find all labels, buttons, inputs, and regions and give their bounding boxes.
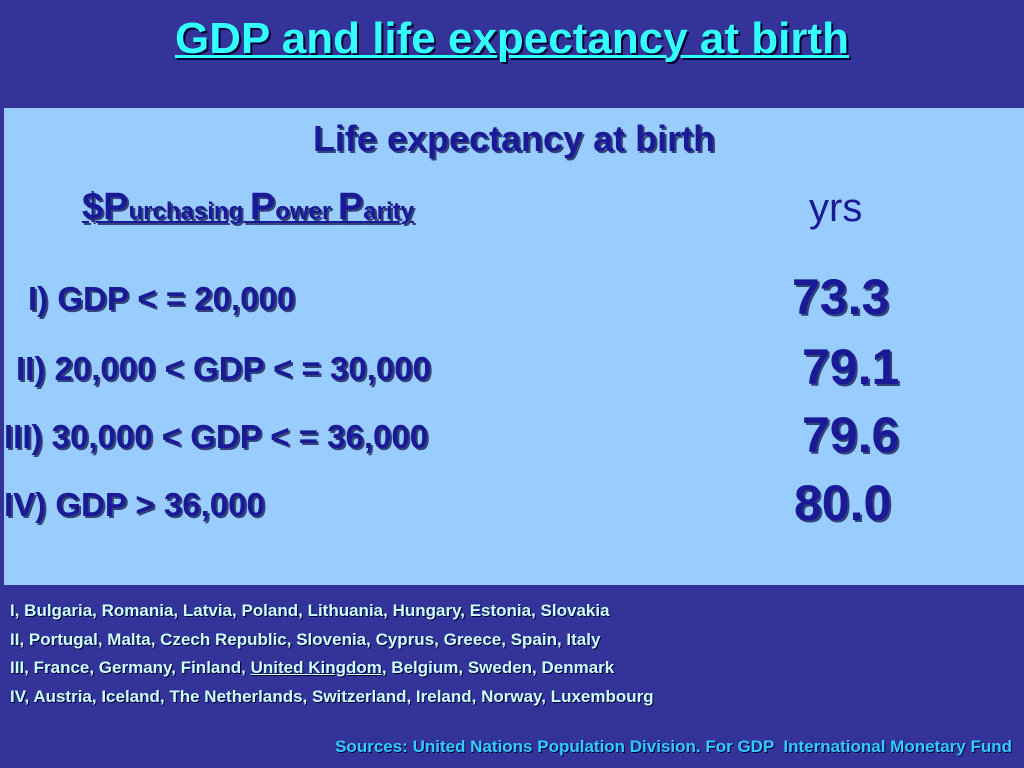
- note-text: I, Bulgaria, Romania, Latvia, Poland, Li…: [10, 601, 610, 620]
- label-part: arity: [363, 198, 414, 225]
- note-line: IV, Austria, Iceland, The Netherlands, S…: [10, 687, 654, 707]
- label-part: ower: [275, 198, 338, 225]
- unit-label: yrs: [809, 186, 863, 230]
- note-text: IV, Austria, Iceland, The Netherlands, S…: [10, 686, 654, 706]
- label-part: P: [337, 186, 364, 228]
- row-label: I) GDP < = 20,000: [28, 280, 296, 317]
- column-label: $Purchasing Power Parity: [82, 186, 414, 229]
- source-note: Sources: United Nations Population Divis…: [335, 737, 1012, 756]
- label-part: P: [249, 186, 276, 228]
- label-part: urchasing: [128, 198, 250, 225]
- row-label: III) 30,000 < GDP < = 36,000: [4, 418, 429, 455]
- label-part: $P: [82, 186, 129, 228]
- row-value: 80.0: [794, 475, 892, 531]
- panel: Life expectancy at birth $Purchasing Pow…: [4, 108, 1024, 585]
- note-text: , Belgium, Sweden, Denmark: [381, 658, 615, 677]
- note-line: II, Portugal, Malta, Czech Republic, Slo…: [10, 630, 600, 650]
- note-text: United Kingdom: [250, 658, 382, 677]
- row-value: 79.6: [802, 407, 900, 463]
- row-value: 73.3: [792, 269, 890, 325]
- note-text: II, Portugal, Malta, Czech Republic, Slo…: [10, 629, 601, 649]
- row-value: 79.1: [802, 339, 900, 395]
- note-line: III, France, Germany, Finland, United Ki…: [10, 658, 614, 678]
- row-label: IV) GDP > 36,000: [4, 486, 265, 523]
- panel-heading: Life expectancy at birth: [312, 118, 716, 159]
- note-line: I, Bulgaria, Romania, Latvia, Poland, Li…: [10, 601, 610, 621]
- slide-title: GDP and life expectancy at birth: [174, 14, 850, 63]
- note-text: III, France, Germany, Finland,: [10, 658, 251, 677]
- row-label: II) 20,000 < GDP < = 30,000: [16, 350, 431, 387]
